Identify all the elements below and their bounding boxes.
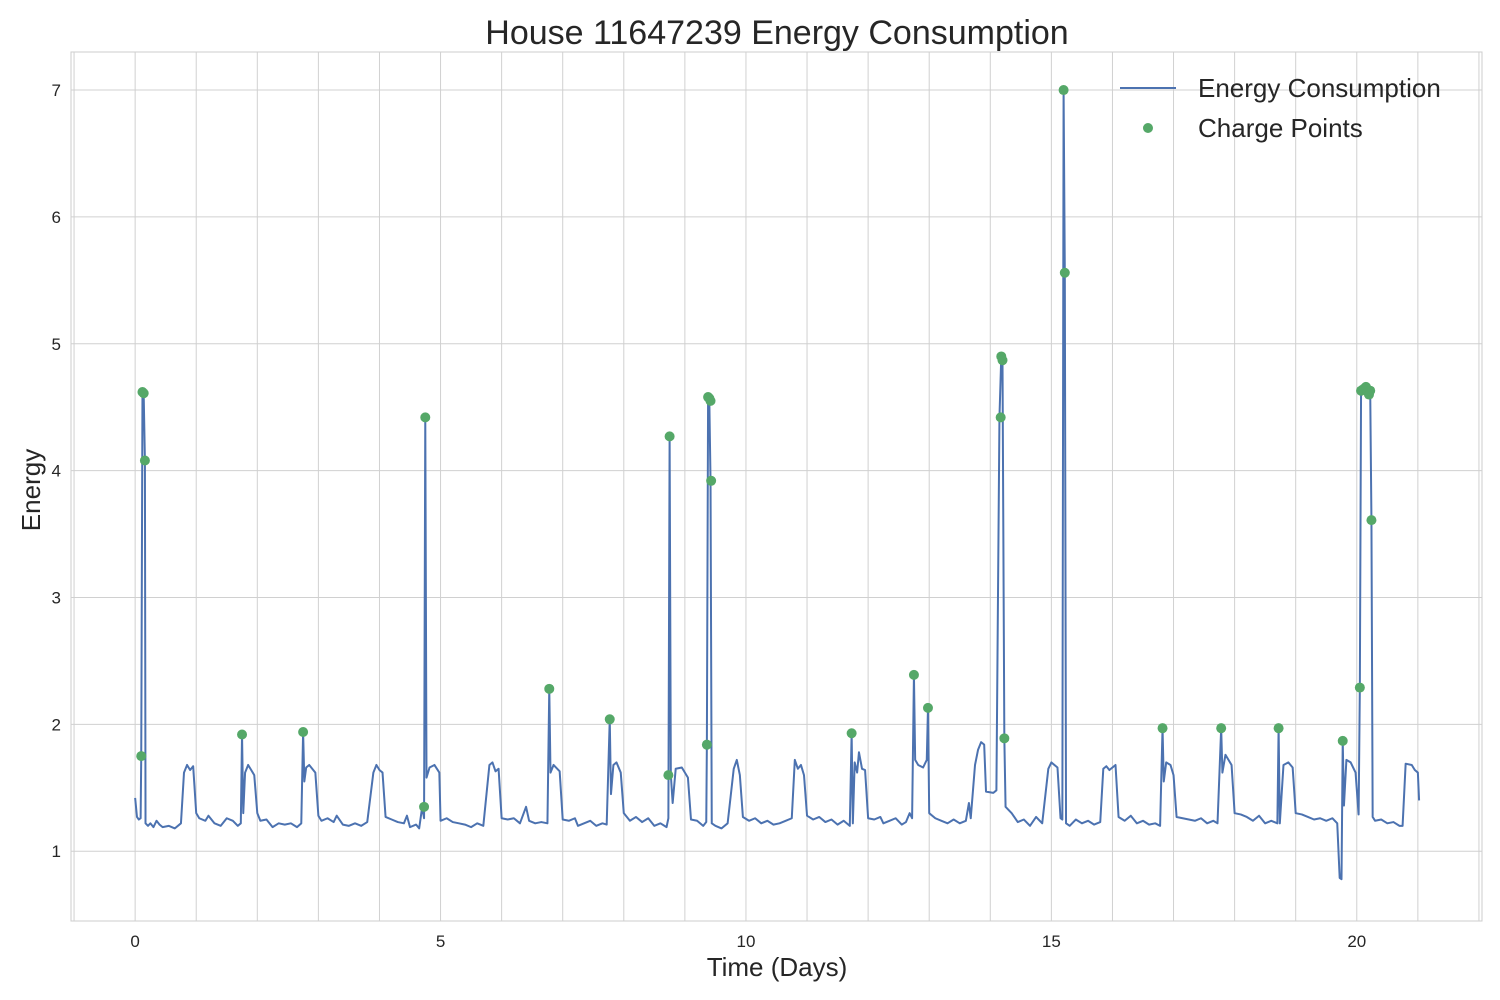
charge-point — [1216, 723, 1227, 734]
charge-point — [701, 739, 712, 750]
tick-labels: 0 5 10 15 20 1 2 3 4 5 6 7 — [52, 81, 1367, 951]
y-tick-label: 4 — [52, 462, 61, 481]
charge-point — [136, 751, 147, 762]
charge-point — [139, 455, 150, 466]
charge-point — [544, 683, 555, 694]
y-tick-label: 2 — [52, 715, 61, 734]
series-charge-points — [136, 85, 1377, 812]
charge-point — [604, 714, 615, 725]
charge-point — [420, 412, 431, 423]
x-tick-label: 10 — [736, 932, 755, 951]
charge-point — [999, 733, 1010, 744]
legend-point-swatch — [1143, 123, 1153, 133]
chart-title: House 11647239 Energy Consumption — [485, 14, 1068, 52]
charge-point — [922, 702, 933, 713]
x-tick-label: 15 — [1042, 932, 1061, 951]
plot-frame — [70, 51, 1483, 922]
charge-point — [997, 355, 1008, 366]
charge-point — [1354, 682, 1365, 693]
grid — [71, 52, 1482, 921]
x-axis-title: Time (Days) — [707, 952, 848, 982]
charge-point — [237, 729, 248, 740]
charge-point — [1273, 723, 1284, 734]
x-tick-label: 20 — [1347, 932, 1366, 951]
charge-point — [664, 431, 675, 442]
charge-point — [138, 388, 149, 399]
legend-label-energy-consumption: Energy Consumption — [1198, 73, 1441, 103]
y-tick-label: 3 — [52, 589, 61, 608]
x-tick-label: 0 — [130, 932, 139, 951]
y-axis-title: Energy — [16, 449, 46, 531]
charge-point — [419, 801, 430, 812]
legend: Energy Consumption Charge Points — [1120, 73, 1441, 143]
charge-point — [1366, 515, 1377, 526]
y-tick-label: 7 — [52, 81, 61, 100]
y-tick-label: 1 — [52, 842, 61, 861]
charge-point — [1157, 723, 1168, 734]
charge-point — [1059, 267, 1070, 278]
charge-point — [298, 726, 309, 737]
x-tick-label: 5 — [436, 932, 445, 951]
charge-point — [663, 770, 674, 781]
charge-point — [706, 475, 717, 486]
y-tick-label: 5 — [52, 335, 61, 354]
charge-point — [705, 395, 716, 406]
charge-point — [1058, 85, 1069, 96]
charge-point — [995, 412, 1006, 423]
charge-point — [846, 728, 857, 739]
charge-point — [1365, 385, 1376, 396]
charge-point — [908, 669, 919, 680]
y-tick-label: 6 — [52, 208, 61, 227]
legend-label-charge-points: Charge Points — [1198, 113, 1363, 143]
charge-point — [1337, 735, 1348, 746]
